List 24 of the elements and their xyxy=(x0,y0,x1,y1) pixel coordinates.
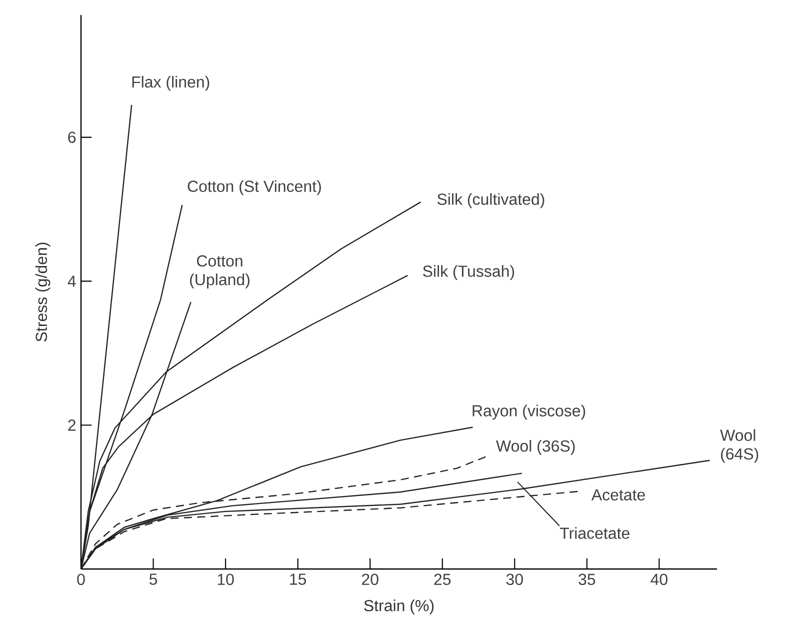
series-label: Wool (64S) xyxy=(720,429,758,463)
series-label: Flax (linen) xyxy=(132,76,210,91)
text: Triacetate xyxy=(560,527,630,539)
x-tick-label: 20 xyxy=(362,574,378,586)
series-label: Cotton (St Vincent) xyxy=(188,180,321,196)
x-tick-label: 25 xyxy=(434,574,451,586)
x-axis-title: Strain (%) xyxy=(364,600,434,614)
y-axis-title: Stress (g/den) xyxy=(35,242,50,342)
series-label: Cotton (Upland) xyxy=(190,255,250,288)
x-tick-label: 15 xyxy=(290,574,306,585)
series-label: Rayon (viscose) xyxy=(472,404,586,420)
y-tick-label: 2 xyxy=(68,420,76,431)
x-tick-label: 0 xyxy=(77,574,85,586)
x-tick-label: 30 xyxy=(506,574,523,586)
x-tick-label: 35 xyxy=(578,574,596,586)
y-tick-label: 6 xyxy=(68,132,76,143)
series-label: Wool (36S) xyxy=(496,440,575,455)
series-label: Silk (cultivated) xyxy=(437,193,544,208)
x-tick-label: 40 xyxy=(650,574,668,586)
series-label: Acetate xyxy=(591,489,645,500)
y-tick-label: 4 xyxy=(68,276,76,287)
x-tick-label: 5 xyxy=(149,574,158,585)
x-tick-label: 10 xyxy=(218,574,234,586)
series-label: Silk (Tussah) xyxy=(423,265,514,280)
